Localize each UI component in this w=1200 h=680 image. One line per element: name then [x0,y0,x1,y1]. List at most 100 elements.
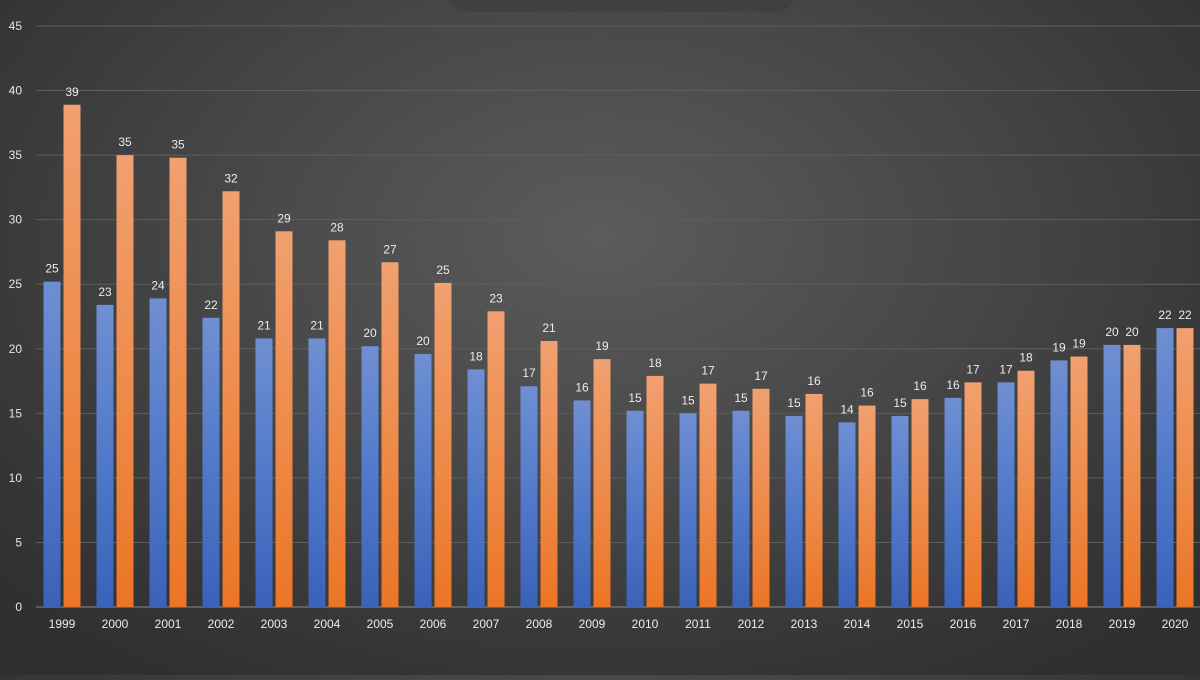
data-label: 20 [416,334,430,348]
y-tick-label: 45 [9,19,23,33]
data-label: 21 [310,318,324,332]
data-label: 16 [860,386,874,400]
data-label: 15 [628,391,642,405]
bar-series2-2001 [169,157,187,607]
bar-series1-2012 [732,410,750,607]
data-label: 16 [575,380,589,394]
data-label: 20 [1105,325,1119,339]
bar-series1-2017 [997,382,1015,607]
bar-series1-2002 [202,317,220,607]
data-label: 14 [840,402,854,416]
x-tick-label: 2000 [102,617,129,631]
bar-series1-2018 [1050,360,1068,607]
bar-series2-2000 [116,155,134,607]
bar-series1-2004 [308,338,326,607]
data-label: 23 [489,291,503,305]
bar-series2-2018 [1070,356,1088,607]
x-tick-label: 2016 [950,617,977,631]
data-label: 24 [151,278,165,292]
y-tick-label: 5 [15,535,22,549]
x-tick-label: 2020 [1162,617,1189,631]
x-tick-label: 1999 [49,617,76,631]
x-tick-label: 2009 [579,617,606,631]
bar-series1-2013 [785,415,803,607]
bar-series2-2005 [381,262,399,607]
bar-series2-2019 [1123,344,1141,607]
bar-series2-2002 [222,191,240,608]
data-label: 27 [383,242,397,256]
data-label: 17 [754,369,768,383]
x-tick-label: 2006 [420,617,447,631]
x-tick-label: 2008 [526,617,553,631]
data-label: 21 [257,318,271,332]
bar-series2-2011 [699,383,717,607]
data-label: 29 [277,211,291,225]
x-tick-label: 2007 [473,617,500,631]
data-label: 22 [1158,308,1172,322]
bar-series1-2001 [149,298,167,607]
x-axis-ticks: 1999 2000 2001 2002 2003 2004 2005 2006 2007 2008… [49,617,1189,631]
data-labels: 25 39 23 35 24 35 22 32 21 29 21 28 20 27 20 25 18 23 17 21… [45,85,1192,417]
x-tick-label: 2019 [1109,617,1136,631]
data-label: 16 [946,378,960,392]
x-tick-label: 2003 [261,617,288,631]
data-label: 19 [1072,337,1086,351]
data-label: 15 [787,396,801,410]
x-tick-label: 2013 [791,617,818,631]
bar-series2-2012 [752,388,770,607]
bars [43,104,1194,608]
data-label: 19 [595,339,609,353]
data-label: 22 [204,298,218,312]
y-tick-label: 15 [9,406,23,420]
y-tick-label: 40 [9,84,23,98]
data-label: 16 [913,379,927,393]
x-tick-label: 2005 [367,617,394,631]
bar-series1-2005 [361,346,379,607]
bar-series2-2009 [593,359,611,607]
bar-series1-2007 [467,369,485,607]
bar-series2-2014 [858,405,876,607]
bar-series1-2010 [626,410,644,607]
bar-series2-2015 [911,399,929,607]
data-label: 25 [45,262,59,276]
bar-series2-2010 [646,375,664,607]
x-tick-label: 2001 [155,617,182,631]
bar-series1-2014 [838,422,856,607]
bar-series1-2011 [679,413,697,607]
y-tick-label: 0 [15,600,22,614]
bar-series1-2015 [891,415,909,607]
data-label: 23 [98,285,112,299]
bar-series2-2016 [964,382,982,607]
data-label: 20 [363,326,377,340]
bar-series1-2016 [944,397,962,607]
data-label: 17 [701,364,715,378]
y-axis-ticks: 0 5 10 15 20 25 30 35 40 45 [9,19,23,614]
bar-series1-2003 [255,338,273,607]
y-tick-label: 25 [9,277,23,291]
data-label: 18 [1019,351,1033,365]
data-label: 20 [1125,325,1139,339]
x-tick-label: 2002 [208,617,235,631]
bar-series1-2000 [96,304,114,607]
data-label: 18 [648,356,662,370]
bar-series2-2008 [540,341,558,607]
data-label: 16 [807,374,821,388]
data-label: 15 [681,393,695,407]
data-label: 21 [542,321,556,335]
data-label: 22 [1178,308,1192,322]
data-label: 15 [893,396,907,410]
data-label: 19 [1052,340,1066,354]
bar-series2-2006 [434,282,452,607]
y-tick-label: 20 [9,342,23,356]
data-label: 28 [330,220,344,234]
bar-series2-2004 [328,240,346,607]
bar-series2-2003 [275,231,293,607]
bar-series1-2020 [1156,328,1174,607]
data-label: 25 [436,263,450,277]
y-tick-label: 30 [9,213,23,227]
data-label: 18 [469,349,483,363]
data-label: 32 [224,171,238,185]
x-tick-label: 2018 [1056,617,1083,631]
